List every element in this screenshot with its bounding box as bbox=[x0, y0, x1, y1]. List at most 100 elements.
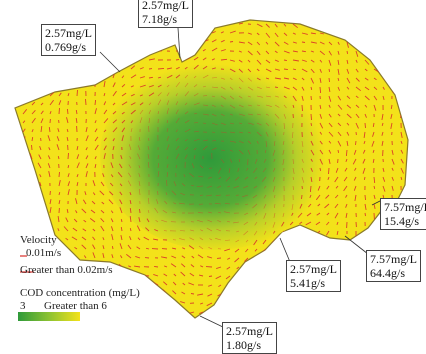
velocity-arrow bbox=[290, 312, 293, 317]
velocity-arrow bbox=[86, 64, 89, 69]
velocity-arrow bbox=[345, 258, 347, 264]
cod-legend-title: COD concentration (mg/L) bbox=[20, 287, 140, 299]
velocity-arrow bbox=[374, 24, 376, 29]
leader-bottom-center bbox=[280, 238, 290, 262]
velocity-arrow bbox=[116, 283, 122, 285]
outlet-flow: 5.41g/s bbox=[290, 276, 337, 290]
velocity-arrow bbox=[209, 276, 212, 277]
velocity-arrow bbox=[329, 69, 330, 72]
velocity-arrow bbox=[244, 285, 248, 286]
velocity-arrow bbox=[30, 174, 32, 177]
velocity-arrow bbox=[344, 303, 347, 304]
velocity-arrow bbox=[149, 40, 153, 42]
velocity-arrow bbox=[36, 308, 41, 312]
velocity-arrow bbox=[409, 285, 410, 291]
velocity-arrow bbox=[203, 32, 208, 33]
velocity-arrow bbox=[383, 51, 386, 53]
velocity-arrow bbox=[146, 284, 149, 285]
velocity-arrow bbox=[374, 60, 378, 63]
velocity-arrow bbox=[327, 240, 329, 246]
velocity-arrow bbox=[284, 69, 288, 70]
velocity-arrow bbox=[20, 281, 23, 285]
cod-color-bar bbox=[18, 312, 80, 321]
velocity-arrow bbox=[140, 30, 142, 33]
outlet-label-right-upper: 7.57mg/L 15.4g/s bbox=[380, 198, 426, 230]
velocity-arrow bbox=[290, 294, 293, 297]
velocity-arrow bbox=[86, 75, 87, 78]
velocity-arrow bbox=[281, 276, 284, 277]
velocity-arrow bbox=[29, 190, 32, 195]
velocity-arrow bbox=[216, 303, 221, 305]
velocity-arrow bbox=[41, 218, 42, 222]
velocity-arrow bbox=[14, 29, 18, 33]
velocity-arrow bbox=[14, 99, 15, 105]
velocity-arrow bbox=[149, 31, 151, 33]
velocity-arrow bbox=[365, 42, 367, 46]
velocity-arrow bbox=[382, 303, 383, 306]
velocity-arrow bbox=[13, 219, 15, 222]
velocity-arrow bbox=[275, 87, 278, 88]
velocity-arrow bbox=[23, 36, 25, 42]
velocity-arrow bbox=[41, 66, 42, 69]
velocity-arrow bbox=[13, 235, 14, 240]
velocity-arrow bbox=[352, 285, 356, 286]
velocity-arrow bbox=[194, 50, 198, 52]
velocity-arrow bbox=[320, 24, 323, 25]
velocity-arrow bbox=[235, 311, 239, 312]
velocity-arrow bbox=[32, 145, 33, 150]
velocity-arrow bbox=[29, 182, 32, 186]
velocity-arrow bbox=[32, 21, 33, 24]
velocity-arrow bbox=[59, 85, 61, 87]
velocity-arrow bbox=[252, 302, 257, 303]
velocity-arrow bbox=[326, 294, 329, 297]
velocity-arrow bbox=[131, 48, 133, 51]
velocity-arrow bbox=[315, 303, 320, 307]
outlet-concentration: 7.57mg/L bbox=[370, 252, 417, 266]
velocity-arrow bbox=[374, 42, 376, 44]
velocity-arrow bbox=[117, 311, 122, 312]
velocity-arrow bbox=[12, 171, 14, 177]
velocity-arrow bbox=[32, 65, 33, 69]
velocity-arrow bbox=[343, 312, 347, 313]
velocity-arrow bbox=[317, 312, 320, 313]
velocity-arrow bbox=[390, 240, 392, 242]
velocity-arrow bbox=[302, 105, 303, 111]
outlet-label-bottom: 2.57mg/L 1.80g/s bbox=[222, 322, 277, 354]
velocity-arrow bbox=[10, 208, 14, 213]
velocity-arrow bbox=[149, 49, 154, 51]
velocity-arrow bbox=[398, 312, 401, 317]
velocity-arrow bbox=[356, 42, 357, 47]
velocity-arrow bbox=[400, 294, 401, 298]
velocity-arrow bbox=[362, 294, 365, 296]
velocity-arrow bbox=[145, 308, 149, 312]
velocity-arrow bbox=[392, 78, 394, 83]
velocity-arrow bbox=[392, 33, 395, 35]
velocity-arrow bbox=[95, 100, 96, 105]
velocity-arrow bbox=[251, 311, 257, 312]
velocity-arrow bbox=[380, 240, 383, 243]
velocity-arrow bbox=[334, 303, 338, 304]
velocity-arrow bbox=[391, 285, 392, 289]
velocity-arrow bbox=[131, 29, 133, 33]
velocity-arrow bbox=[145, 292, 149, 294]
velocity-arrow bbox=[185, 33, 188, 34]
velocity-arrow bbox=[307, 249, 311, 252]
velocity-arrow bbox=[145, 300, 149, 303]
velocity-arrow bbox=[260, 284, 266, 285]
velocity-arrow bbox=[392, 24, 394, 26]
velocity-arrow bbox=[131, 37, 134, 42]
velocity-arrow bbox=[345, 267, 347, 269]
velocity-legend-large: Greater than 0.02m/s bbox=[20, 264, 113, 276]
velocity-arrow bbox=[59, 172, 60, 177]
velocity-arrow bbox=[104, 65, 105, 69]
outlet-flow: 15.4g/s bbox=[384, 214, 426, 228]
velocity-arrow bbox=[323, 312, 329, 313]
velocity-arrow bbox=[372, 294, 374, 296]
velocity-arrow bbox=[173, 311, 176, 312]
velocity-arrow bbox=[397, 231, 401, 234]
velocity-arrow bbox=[347, 51, 348, 54]
velocity-arrow bbox=[243, 267, 248, 271]
velocity-arrow bbox=[262, 267, 266, 268]
velocity-arrow bbox=[68, 67, 71, 69]
velocity-arrow bbox=[21, 201, 23, 204]
